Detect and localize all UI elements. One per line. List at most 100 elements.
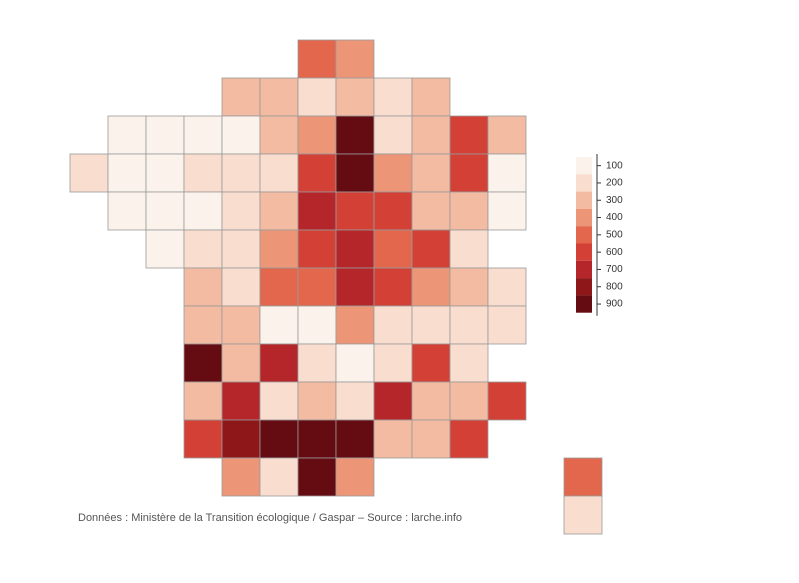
region (107, 191, 147, 231)
region (449, 305, 489, 345)
legend-label: 600 (606, 247, 623, 258)
region (297, 419, 337, 459)
region (373, 381, 413, 421)
legend-label: 700 (606, 264, 623, 275)
region (221, 457, 261, 497)
region (563, 457, 603, 497)
region (411, 305, 451, 345)
region (373, 153, 413, 193)
region (145, 229, 185, 269)
region (297, 77, 337, 117)
region (297, 229, 337, 269)
region (373, 77, 413, 117)
legend-label: 300 (606, 195, 623, 206)
region (259, 305, 299, 345)
region (145, 115, 185, 155)
legend-label: 100 (606, 160, 623, 171)
region (297, 381, 337, 421)
region (259, 381, 299, 421)
region (259, 115, 299, 155)
region (373, 343, 413, 383)
legend-swatch (576, 208, 592, 227)
region (297, 115, 337, 155)
region (335, 381, 375, 421)
region (563, 495, 603, 535)
region (259, 457, 299, 497)
region (183, 153, 223, 193)
region (449, 191, 489, 231)
region (221, 419, 261, 459)
legend-swatch (576, 157, 592, 175)
legend-swatch (576, 295, 592, 313)
source-note: Données : Ministère de la Transition éco… (78, 512, 462, 524)
region (373, 419, 413, 459)
region (297, 267, 337, 307)
region (411, 267, 451, 307)
region (259, 191, 299, 231)
region (183, 191, 223, 231)
region (373, 229, 413, 269)
legend-label: 200 (606, 178, 623, 189)
region (449, 153, 489, 193)
legend-label: 800 (606, 281, 623, 292)
region (259, 267, 299, 307)
region (411, 115, 451, 155)
legend-swatch (576, 260, 592, 279)
legend-swatch (576, 174, 592, 192)
region (335, 457, 375, 497)
region (183, 381, 223, 421)
region (411, 191, 451, 231)
region (221, 381, 261, 421)
region (487, 191, 527, 231)
region (449, 229, 489, 269)
region (335, 153, 375, 193)
region (69, 153, 109, 193)
legend-swatch (576, 226, 592, 244)
region (411, 381, 451, 421)
region (297, 457, 337, 497)
region (487, 115, 527, 155)
region (411, 343, 451, 383)
region (449, 267, 489, 307)
region (221, 191, 261, 231)
legend-swatch (576, 278, 592, 296)
region (335, 77, 375, 117)
region (221, 115, 261, 155)
region (411, 419, 451, 459)
legend-swatch (576, 243, 592, 261)
region (335, 39, 375, 79)
region (259, 77, 299, 117)
region (221, 153, 261, 193)
region (297, 305, 337, 345)
region (183, 305, 223, 345)
region (411, 229, 451, 269)
region (183, 267, 223, 307)
region (107, 115, 147, 155)
region (221, 267, 261, 307)
region (373, 115, 413, 155)
region (297, 153, 337, 193)
region (335, 115, 375, 155)
region (335, 191, 375, 231)
region (411, 77, 451, 117)
region (487, 305, 527, 345)
region (411, 153, 451, 193)
region (335, 267, 375, 307)
region (183, 229, 223, 269)
region (373, 267, 413, 307)
region (373, 191, 413, 231)
region (487, 153, 527, 193)
region (259, 419, 299, 459)
region (221, 229, 261, 269)
region (449, 115, 489, 155)
region (221, 343, 261, 383)
region (145, 153, 185, 193)
region (221, 77, 261, 117)
region (449, 419, 489, 459)
legend-label: 900 (606, 299, 623, 310)
region (449, 343, 489, 383)
region (259, 343, 299, 383)
region (335, 419, 375, 459)
region (259, 229, 299, 269)
